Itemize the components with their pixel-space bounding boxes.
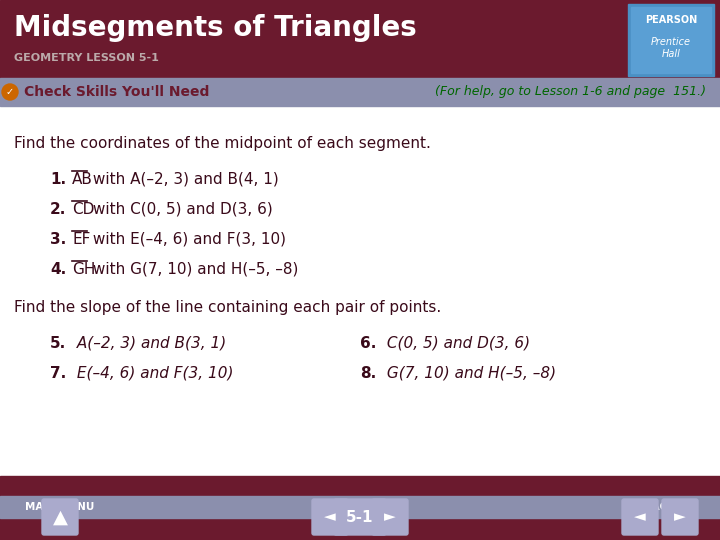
Bar: [0, 476, 720, 540]
Bar: [0, 0, 720, 78]
Text: GEOMETRY LESSON 5-1: GEOMETRY LESSON 5-1: [14, 53, 159, 63]
Text: with C(0, 5) and D(3, 6): with C(0, 5) and D(3, 6): [88, 202, 273, 217]
Text: ►: ►: [674, 510, 686, 524]
Text: A(–2, 3) and B(3, 1): A(–2, 3) and B(3, 1): [72, 336, 226, 351]
Text: with E(–4, 6) and F(3, 10): with E(–4, 6) and F(3, 10): [88, 232, 286, 247]
Text: 8.: 8.: [360, 366, 377, 381]
Text: 1.: 1.: [50, 172, 66, 187]
Text: Midsegments of Triangles: Midsegments of Triangles: [14, 14, 417, 42]
Text: PAGE: PAGE: [645, 502, 675, 512]
Text: ✓: ✓: [6, 87, 14, 97]
Text: with G(7, 10) and H(–5, –8): with G(7, 10) and H(–5, –8): [88, 262, 298, 277]
Text: Hall: Hall: [662, 49, 680, 59]
FancyBboxPatch shape: [334, 499, 386, 535]
FancyBboxPatch shape: [312, 499, 348, 535]
Text: with A(–2, 3) and B(4, 1): with A(–2, 3) and B(4, 1): [88, 172, 279, 187]
Text: Find the coordinates of the midpoint of each segment.: Find the coordinates of the midpoint of …: [14, 136, 431, 151]
Text: 3.: 3.: [50, 232, 66, 247]
Text: 5-1: 5-1: [346, 510, 374, 524]
Text: AB: AB: [72, 172, 93, 187]
Bar: [0, 78, 720, 106]
Text: Find the slope of the line containing each pair of points.: Find the slope of the line containing ea…: [14, 300, 441, 315]
Text: 7.: 7.: [50, 366, 66, 381]
Text: LESSON: LESSON: [337, 502, 383, 512]
Text: 5.: 5.: [50, 336, 66, 351]
Text: 6.: 6.: [360, 336, 377, 351]
Text: Check Skills You'll Need: Check Skills You'll Need: [24, 85, 210, 99]
Bar: [631, 7, 711, 73]
Text: 4.: 4.: [50, 262, 66, 277]
Text: MAIN MENU: MAIN MENU: [25, 502, 95, 512]
Text: CD: CD: [72, 202, 94, 217]
Text: PEARSON: PEARSON: [645, 15, 697, 25]
Text: ◄: ◄: [634, 510, 646, 524]
Text: G(7, 10) and H(–5, –8): G(7, 10) and H(–5, –8): [382, 366, 556, 381]
FancyBboxPatch shape: [42, 499, 78, 535]
Text: E(–4, 6) and F(3, 10): E(–4, 6) and F(3, 10): [72, 366, 233, 381]
Text: ◄: ◄: [324, 510, 336, 524]
Text: Prentice: Prentice: [651, 37, 691, 47]
Text: ▲: ▲: [53, 508, 68, 526]
FancyBboxPatch shape: [622, 499, 658, 535]
Text: EF: EF: [72, 232, 91, 247]
Text: 2.: 2.: [50, 202, 66, 217]
Text: C(0, 5) and D(3, 6): C(0, 5) and D(3, 6): [382, 336, 530, 351]
Text: ►: ►: [384, 510, 396, 524]
Bar: [628, 4, 714, 76]
FancyBboxPatch shape: [662, 499, 698, 535]
Text: (For help, go to Lesson 1-6 and page  151.): (For help, go to Lesson 1-6 and page 151…: [435, 85, 706, 98]
Text: GH: GH: [72, 262, 95, 277]
Bar: [0, 496, 720, 518]
Circle shape: [2, 84, 18, 100]
FancyBboxPatch shape: [372, 499, 408, 535]
